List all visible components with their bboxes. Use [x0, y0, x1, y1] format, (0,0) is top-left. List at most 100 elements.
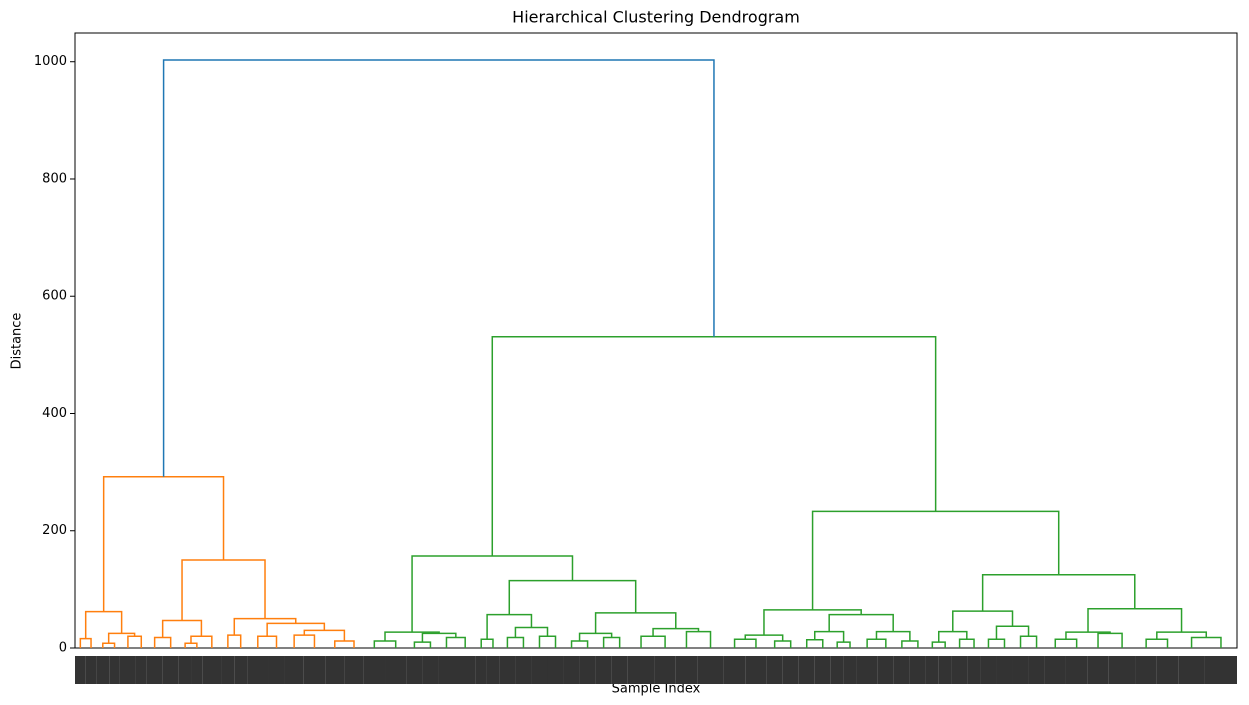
link: [384, 631, 440, 641]
leaf-labels: [454, 656, 476, 684]
leaf-labels: [980, 656, 997, 684]
leaf-labels: [766, 656, 783, 684]
link: [1145, 638, 1169, 648]
link: [102, 476, 225, 612]
leaf-labels: [515, 656, 532, 684]
link: [153, 636, 172, 648]
leaf-labels: [1044, 656, 1066, 684]
link: [836, 641, 851, 648]
leaf-labels: [284, 656, 304, 684]
leaf-labels: [782, 656, 799, 684]
leaf-labels: [303, 656, 326, 684]
link: [931, 641, 946, 648]
link: [602, 636, 621, 648]
link: [685, 630, 712, 648]
link: [1019, 635, 1038, 648]
leaf-labels: [579, 656, 596, 684]
leaf-labels: [938, 656, 952, 684]
leaf-labels: [1108, 656, 1136, 684]
link: [981, 573, 1136, 612]
leaf-labels: [951, 656, 968, 684]
leaf-labels: [1135, 656, 1157, 684]
leaf-labels: [814, 656, 831, 684]
leaf-labels: [967, 656, 981, 684]
leaf-labels: [363, 656, 386, 684]
link: [744, 634, 784, 641]
leaf-labels: [654, 656, 676, 684]
leaf-labels: [1156, 656, 1179, 684]
leaf-labels: [268, 656, 285, 684]
leaf-labels: [531, 656, 548, 684]
leaf-labels: [422, 656, 439, 684]
leaf-labels: [996, 656, 1013, 684]
link: [293, 634, 316, 648]
leaf-labels: [1012, 656, 1029, 684]
leaf-labels: [191, 656, 203, 684]
leaf-labels: [563, 656, 580, 684]
y-tick-label: 400: [42, 406, 67, 421]
link: [181, 559, 266, 621]
leaf-labels: [843, 656, 857, 684]
leaf-labels: [406, 656, 423, 684]
link: [266, 622, 326, 637]
leaf-labels: [830, 656, 844, 684]
link: [1190, 636, 1222, 648]
link: [1156, 631, 1208, 640]
leaf-labels: [925, 656, 939, 684]
link: [127, 635, 143, 648]
link: [938, 630, 968, 643]
leaf-labels: [247, 656, 269, 684]
leaf-labels: [75, 656, 86, 684]
link: [373, 640, 397, 648]
link: [1054, 638, 1078, 648]
leaf-labels: [344, 656, 364, 684]
link: [480, 638, 494, 648]
leaf-labels: [475, 656, 487, 684]
y-axis-label: Distance: [10, 313, 25, 370]
link: [1087, 607, 1183, 633]
link: [866, 638, 887, 648]
leaf-labels: [146, 656, 163, 684]
link: [538, 635, 557, 648]
link: [506, 636, 525, 648]
link: [413, 641, 432, 648]
leaf-labels: [675, 656, 698, 684]
leaf-labels: [85, 656, 97, 684]
link: [901, 640, 919, 648]
leaf-labels: [697, 656, 724, 684]
leaf-labels: [1178, 656, 1205, 684]
link: [763, 609, 862, 636]
link: [594, 612, 677, 634]
leaf-labels: [1087, 656, 1109, 684]
link: [995, 625, 1030, 640]
link: [773, 640, 792, 648]
leaf-labels: [893, 656, 910, 684]
link: [411, 555, 574, 633]
leaf-labels: [234, 656, 248, 684]
link: [805, 639, 824, 648]
leaf-labels: [1065, 656, 1088, 684]
link: [257, 635, 278, 648]
leaf-labels: [856, 656, 878, 684]
link: [79, 637, 92, 648]
link: [1097, 632, 1123, 648]
leaf-labels: [202, 656, 222, 684]
leaf-labels: [611, 656, 628, 684]
link: [733, 638, 757, 648]
link: [828, 613, 894, 632]
leaf-labels: [909, 656, 926, 684]
leaf-labels: [135, 656, 147, 684]
y-tick-label: 200: [42, 523, 67, 538]
leaf-labels: [547, 656, 564, 684]
link: [570, 640, 589, 648]
leaf-labels: [178, 656, 192, 684]
y-tick-label: 800: [42, 171, 67, 186]
link: [1065, 631, 1111, 640]
link: [445, 636, 466, 648]
link: [162, 59, 715, 477]
chart-title: Hierarchical Clustering Dendrogram: [512, 8, 800, 27]
link: [652, 627, 700, 637]
link: [161, 619, 203, 638]
link: [813, 630, 845, 643]
